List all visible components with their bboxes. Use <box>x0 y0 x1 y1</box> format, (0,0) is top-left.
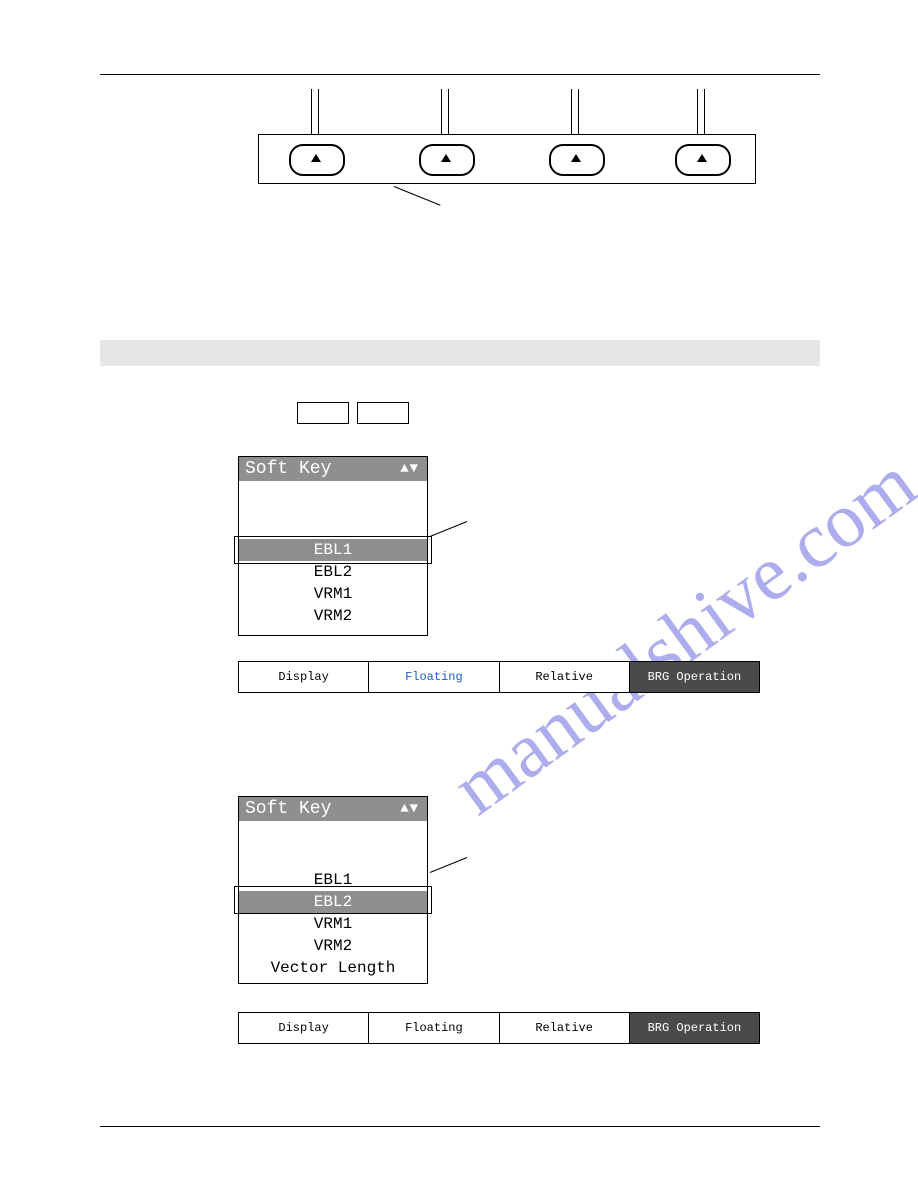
softkey-bar: Display Floating Relative BRG Operation <box>238 661 760 693</box>
triangle-icon <box>697 154 707 162</box>
softkey-floating[interactable]: Floating <box>369 1013 499 1043</box>
menu-item-ebl2[interactable]: EBL2 <box>239 561 427 583</box>
softkey-button-3[interactable] <box>549 144 605 176</box>
softkey-display[interactable]: Display <box>239 662 369 692</box>
softkey-display[interactable]: Display <box>239 1013 369 1043</box>
updown-icon: ▲▼ <box>400 461 419 477</box>
triangle-icon <box>311 154 321 162</box>
step-boxes <box>297 402 409 424</box>
watermark-text: manualshive.com <box>436 438 918 833</box>
connector-lines <box>568 89 582 135</box>
softkey-brg-operation[interactable]: BRG Operation <box>630 662 759 692</box>
triangle-icon <box>441 154 451 162</box>
rule-bottom <box>100 1126 820 1127</box>
connector-lines <box>438 89 452 135</box>
triangle-icon <box>571 154 581 162</box>
step-box <box>297 402 349 424</box>
softkey-relative[interactable]: Relative <box>500 1013 630 1043</box>
menu-header: Soft Key ▲▼ <box>239 797 427 821</box>
connector-lines <box>308 89 322 135</box>
menu-title: Soft Key <box>245 799 331 819</box>
menu-item-vrm2[interactable]: VRM2 <box>239 935 427 957</box>
softkey-floating[interactable]: Floating <box>369 662 499 692</box>
menu-item-vrm2[interactable]: VRM2 <box>239 605 427 627</box>
section-band <box>100 340 820 366</box>
selection-frame <box>234 536 432 564</box>
softkey-button-4[interactable] <box>675 144 731 176</box>
menu-item-vector-length[interactable]: Vector Length <box>239 957 427 979</box>
softkey-relative[interactable]: Relative <box>500 662 630 692</box>
callout-line <box>430 857 467 873</box>
softkey-bar: Display Floating Relative BRG Operation <box>238 1012 760 1044</box>
softkey-button-2[interactable] <box>419 144 475 176</box>
softkey-button-1[interactable] <box>289 144 345 176</box>
softkey-brg-operation[interactable]: BRG Operation <box>630 1013 759 1043</box>
menu-header: Soft Key ▲▼ <box>239 457 427 481</box>
key-panel-box <box>258 134 756 184</box>
menu-title: Soft Key <box>245 459 331 479</box>
selection-frame <box>234 886 432 914</box>
connector-lines <box>694 89 708 135</box>
updown-icon: ▲▼ <box>400 801 419 817</box>
callout-line <box>430 521 467 537</box>
callout-line <box>394 186 441 206</box>
menu-item-vrm1[interactable]: VRM1 <box>239 913 427 935</box>
step-box <box>357 402 409 424</box>
menu-item-vrm1[interactable]: VRM1 <box>239 583 427 605</box>
rule-top <box>100 74 820 75</box>
